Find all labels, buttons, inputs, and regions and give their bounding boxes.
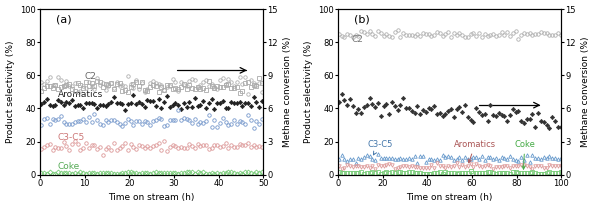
Text: Coke: Coke — [514, 140, 535, 169]
Y-axis label: Product selectivity (%): Product selectivity (%) — [5, 41, 14, 143]
Text: (a): (a) — [55, 14, 72, 24]
Text: C3-C5: C3-C5 — [58, 133, 85, 142]
X-axis label: Time on stream (h): Time on stream (h) — [108, 193, 195, 202]
Text: Aromatics: Aromatics — [454, 140, 496, 163]
Y-axis label: Methane conversion (%): Methane conversion (%) — [582, 37, 591, 147]
Text: C2: C2 — [352, 35, 364, 44]
Text: Coke: Coke — [58, 162, 80, 171]
X-axis label: Time on stream (h): Time on stream (h) — [406, 193, 493, 202]
Text: C2: C2 — [85, 72, 97, 81]
Text: C3-C5: C3-C5 — [367, 140, 392, 155]
Y-axis label: Product selectivity (%): Product selectivity (%) — [303, 41, 312, 143]
Text: (b): (b) — [353, 14, 370, 24]
Y-axis label: Methane conversion (%): Methane conversion (%) — [284, 37, 293, 147]
Text: Aromatics: Aromatics — [58, 90, 103, 99]
